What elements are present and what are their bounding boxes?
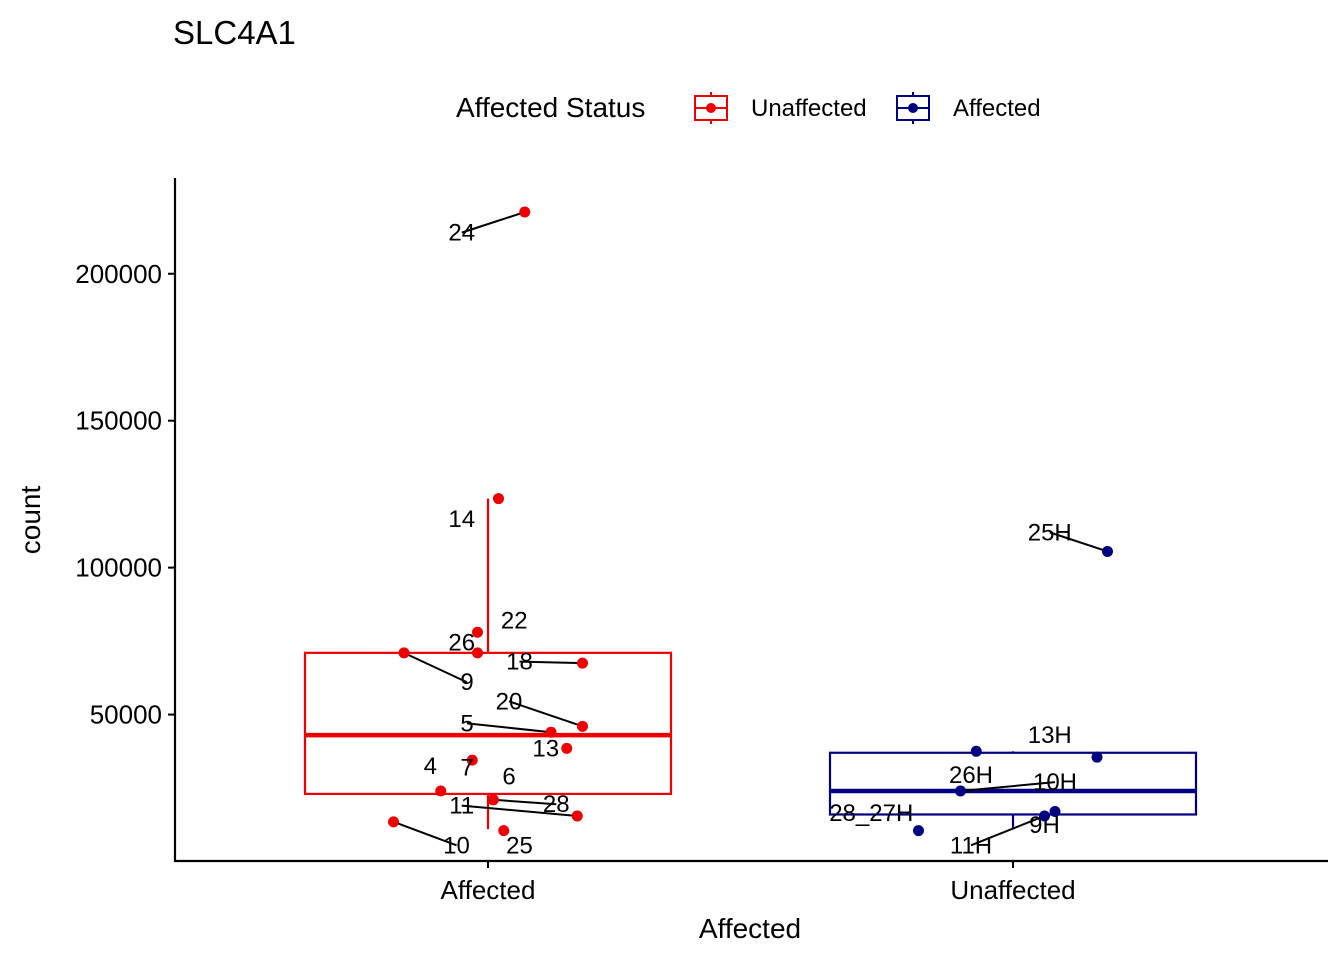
point-label-leader: [960, 781, 1056, 792]
point-label: 26H: [949, 762, 993, 789]
y-tick-label: 200000: [75, 259, 162, 289]
point-label-leader: [393, 820, 457, 847]
point-label: 4: [424, 753, 437, 780]
plot-area: 50000 100000 150000 200000 Affected Unaffecte…: [75, 178, 1328, 905]
point-label: 26: [448, 630, 475, 657]
box-iqr: [303, 651, 673, 796]
point-label-leader: [466, 722, 552, 734]
y-tick-label: 150000: [75, 406, 162, 436]
legend-label-affected: Affected: [953, 95, 1041, 122]
data-point: [435, 785, 447, 797]
point-label-leader: [461, 211, 526, 234]
data-point: [955, 785, 966, 797]
point-label-leader: [461, 804, 578, 817]
data-point: [577, 657, 588, 669]
point-label-leader: [508, 700, 583, 728]
legend-key-affected: [896, 92, 930, 124]
point-label: 24: [448, 220, 475, 247]
data-point: [545, 726, 557, 738]
point-label: 14: [448, 506, 475, 533]
data-point: [472, 626, 483, 638]
point-label: 5: [460, 710, 473, 737]
point-label: 13H: [1028, 722, 1072, 749]
point-label: 28: [543, 791, 570, 818]
point-label-leader: [403, 651, 468, 684]
point-label: 7: [460, 754, 473, 781]
data-point: [388, 816, 399, 828]
data-point: [498, 825, 510, 837]
point-label: 10: [443, 832, 470, 859]
legend-key-unaffected: [694, 92, 728, 124]
data-point: [561, 742, 573, 754]
data-point: [1039, 810, 1050, 822]
data-point: [398, 647, 410, 659]
point-label: 18: [506, 649, 533, 676]
point-label: 11H: [950, 832, 992, 859]
point-label: 25: [506, 832, 533, 859]
data-point: [472, 647, 483, 659]
point-label: 28_27H: [829, 800, 913, 827]
point-label: 9: [460, 669, 473, 696]
data-point: [487, 794, 499, 806]
data-point: [913, 825, 924, 837]
x-tick-label: Unaffected: [950, 875, 1075, 905]
chart-title: SLC4A1: [173, 14, 296, 51]
point-label-leader: [519, 660, 583, 665]
legend: Affected Status Unaffected Affected: [456, 92, 1041, 124]
x-tick-label: Affected: [441, 875, 536, 905]
point-label: 11: [449, 793, 474, 820]
point-label: 6: [502, 763, 515, 790]
y-tick-label: 100000: [75, 553, 162, 583]
data-point: [519, 206, 531, 218]
data-point: [493, 493, 504, 505]
point-label: 10H: [1033, 769, 1077, 796]
point-label: 22: [501, 608, 528, 635]
x-axis-title: Affected: [699, 913, 801, 944]
legend-title: Affected Status: [456, 92, 645, 123]
point-label: 20: [496, 688, 523, 715]
point-label-leader: [493, 798, 557, 806]
point-label: 13: [532, 735, 559, 762]
data-point: [970, 745, 982, 757]
data-point: [577, 720, 588, 732]
data-point: [466, 754, 478, 766]
point-label: 25H: [1028, 519, 1072, 546]
point-label-leader: [970, 815, 1045, 847]
data-point: [1102, 545, 1113, 557]
data-point: [571, 810, 583, 822]
data-point: [1091, 751, 1103, 763]
box-iqr: [828, 751, 1198, 816]
legend-label-unaffected: Unaffected: [751, 95, 867, 122]
y-axis-title: count: [15, 486, 46, 555]
data-point: [1049, 806, 1061, 818]
y-tick-label: 50000: [90, 700, 162, 730]
point-label-leader: [1049, 531, 1108, 553]
